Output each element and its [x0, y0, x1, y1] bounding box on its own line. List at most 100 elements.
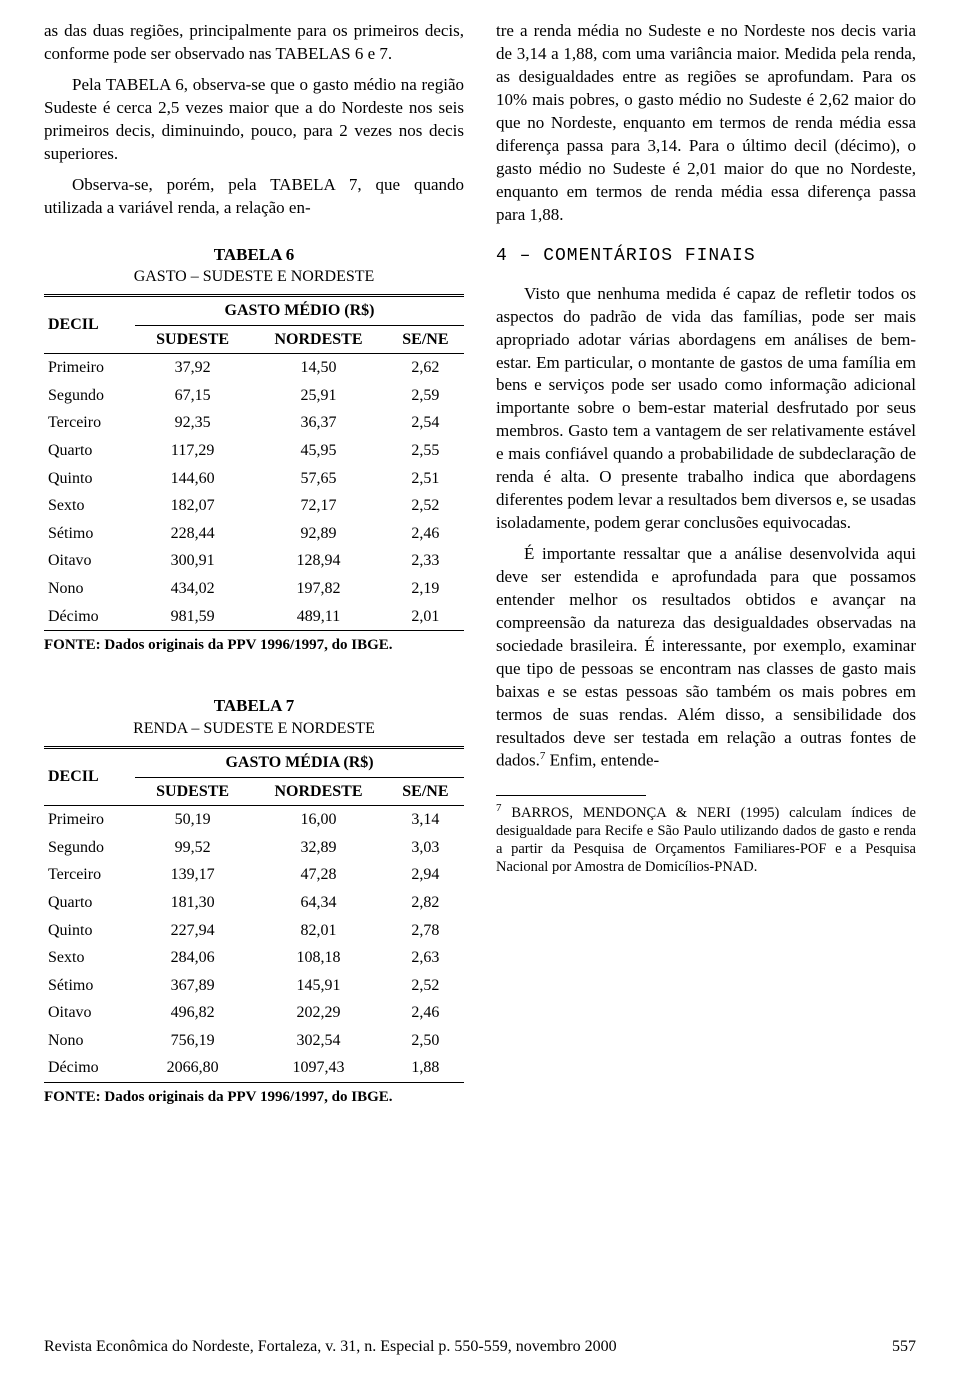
- table7-subtitle: RENDA – SUDESTE E NORDESTE: [44, 718, 464, 740]
- table-cell: 2,50: [387, 1027, 464, 1055]
- table-cell: 32,89: [250, 834, 387, 862]
- table-row: Oitavo300,91128,942,33: [44, 547, 464, 575]
- table-cell: 37,92: [135, 354, 250, 382]
- table-cell: 117,29: [135, 437, 250, 465]
- table-cell: 2,78: [387, 917, 464, 945]
- table-cell: Décimo: [44, 1054, 135, 1082]
- table-cell: 434,02: [135, 575, 250, 603]
- table-cell: Oitavo: [44, 999, 135, 1027]
- table-cell: Segundo: [44, 834, 135, 862]
- table-row: Sétimo228,4492,892,46: [44, 520, 464, 548]
- table-cell: 72,17: [250, 492, 387, 520]
- right-para-3: É importante ressaltar que a análise des…: [496, 543, 916, 773]
- table-row: Primeiro50,1916,003,14: [44, 806, 464, 834]
- footnote-separator: [496, 795, 646, 796]
- left-para-3: Observa-se, porém, pela TABELA 7, que qu…: [44, 174, 464, 220]
- table-cell: 981,59: [135, 603, 250, 631]
- table-cell: 64,34: [250, 889, 387, 917]
- table-cell: 108,18: [250, 944, 387, 972]
- table-row: Oitavo496,82202,292,46: [44, 999, 464, 1027]
- table-cell: 57,65: [250, 465, 387, 493]
- table-cell: 2,33: [387, 547, 464, 575]
- table7: DECIL GASTO MÉDIA (R$) SUDESTE NORDESTE …: [44, 746, 464, 1083]
- table-cell: Oitavo: [44, 547, 135, 575]
- table6-title: TABELA 6: [44, 244, 464, 267]
- table-cell: 2,52: [387, 972, 464, 1000]
- table-cell: 2,51: [387, 465, 464, 493]
- table-row: Décimo2066,801097,431,88: [44, 1054, 464, 1082]
- table-cell: Quarto: [44, 889, 135, 917]
- table-cell: 197,82: [250, 575, 387, 603]
- table-cell: 145,91: [250, 972, 387, 1000]
- table-cell: 2,19: [387, 575, 464, 603]
- table-cell: Terceiro: [44, 409, 135, 437]
- table-cell: 50,19: [135, 806, 250, 834]
- table-cell: 99,52: [135, 834, 250, 862]
- table-cell: Sétimo: [44, 972, 135, 1000]
- table-cell: 284,06: [135, 944, 250, 972]
- table7-title: TABELA 7: [44, 695, 464, 718]
- table6-col-sene: SE/NE: [387, 325, 464, 354]
- table6-subtitle: GASTO – SUDESTE E NORDESTE: [44, 266, 464, 288]
- table-row: Sexto182,0772,172,52: [44, 492, 464, 520]
- table-cell: 181,30: [135, 889, 250, 917]
- table-cell: 202,29: [250, 999, 387, 1027]
- table-cell: 2066,80: [135, 1054, 250, 1082]
- table-row: Sexto284,06108,182,63: [44, 944, 464, 972]
- table-cell: 139,17: [135, 861, 250, 889]
- table-cell: Quinto: [44, 917, 135, 945]
- left-para-2: Pela TABELA 6, observa-se que o gasto mé…: [44, 74, 464, 166]
- table-cell: Quinto: [44, 465, 135, 493]
- table-cell: 228,44: [135, 520, 250, 548]
- table-row: Quarto117,2945,952,55: [44, 437, 464, 465]
- table-cell: Sexto: [44, 492, 135, 520]
- table-cell: 16,00: [250, 806, 387, 834]
- table-cell: 2,54: [387, 409, 464, 437]
- table-cell: 367,89: [135, 972, 250, 1000]
- table7-source: FONTE: Dados originais da PPV 1996/1997,…: [44, 1087, 464, 1107]
- table-cell: 45,95: [250, 437, 387, 465]
- table6-body: Primeiro37,9214,502,62Segundo67,1525,912…: [44, 354, 464, 631]
- table-row: Nono756,19302,542,50: [44, 1027, 464, 1055]
- table-cell: 3,14: [387, 806, 464, 834]
- table-row: Quinto144,6057,652,51: [44, 465, 464, 493]
- table-cell: Sexto: [44, 944, 135, 972]
- table-cell: 227,94: [135, 917, 250, 945]
- table-cell: 496,82: [135, 999, 250, 1027]
- table6-group-head: GASTO MÉDIO (R$): [135, 296, 464, 326]
- right-para-2: Visto que nenhuma medida é capaz de refl…: [496, 283, 916, 535]
- table-cell: 2,94: [387, 861, 464, 889]
- table-cell: Segundo: [44, 382, 135, 410]
- table-row: Nono434,02197,822,19: [44, 575, 464, 603]
- table7-col-sene: SE/NE: [387, 777, 464, 806]
- table-row: Segundo99,5232,893,03: [44, 834, 464, 862]
- table-cell: Terceiro: [44, 861, 135, 889]
- table7-group-head: GASTO MÉDIA (R$): [135, 747, 464, 777]
- table-cell: 82,01: [250, 917, 387, 945]
- table-cell: 1097,43: [250, 1054, 387, 1082]
- table-row: Quinto227,9482,012,78: [44, 917, 464, 945]
- table-cell: 2,46: [387, 520, 464, 548]
- table-cell: 92,35: [135, 409, 250, 437]
- table-cell: Primeiro: [44, 806, 135, 834]
- table6-col-nordeste: NORDESTE: [250, 325, 387, 354]
- table-cell: 25,91: [250, 382, 387, 410]
- table-cell: 302,54: [250, 1027, 387, 1055]
- table-row: Segundo67,1525,912,59: [44, 382, 464, 410]
- table7-col-sudeste: SUDESTE: [135, 777, 250, 806]
- table-cell: 2,46: [387, 999, 464, 1027]
- table-cell: 1,88: [387, 1054, 464, 1082]
- table-cell: 92,89: [250, 520, 387, 548]
- footer-citation: Revista Econômica do Nordeste, Fortaleza…: [44, 1336, 617, 1358]
- table-row: Quarto181,3064,342,82: [44, 889, 464, 917]
- right-para-1: tre a renda média no Sudeste e no Nordes…: [496, 20, 916, 226]
- table-row: Décimo981,59489,112,01: [44, 603, 464, 631]
- table-cell: 2,52: [387, 492, 464, 520]
- table-cell: Primeiro: [44, 354, 135, 382]
- section-heading: 4 – COMENTÁRIOS FINAIS: [496, 244, 916, 268]
- table7-col-decil: DECIL: [44, 747, 135, 805]
- table-cell: 144,60: [135, 465, 250, 493]
- table-cell: Nono: [44, 1027, 135, 1055]
- table-cell: 2,82: [387, 889, 464, 917]
- table-cell: 14,50: [250, 354, 387, 382]
